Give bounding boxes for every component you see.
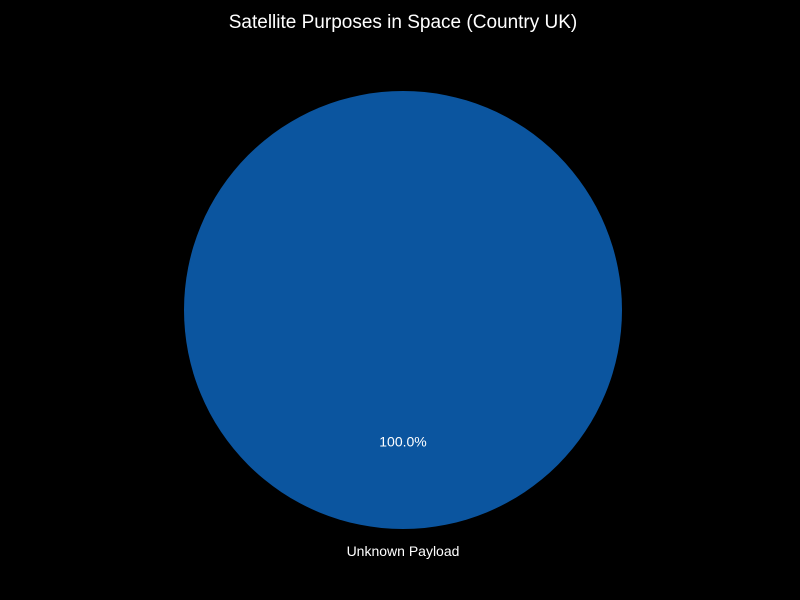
pie-slices (184, 91, 622, 529)
pie-slice (184, 91, 622, 529)
pie-labels: Unknown Payload 100.0% (347, 433, 460, 559)
chart-title: Satellite Purposes in Space (Country UK) (229, 12, 578, 33)
slice-percent-label: 100.0% (379, 433, 426, 449)
slice-category-label: Unknown Payload (347, 543, 460, 559)
